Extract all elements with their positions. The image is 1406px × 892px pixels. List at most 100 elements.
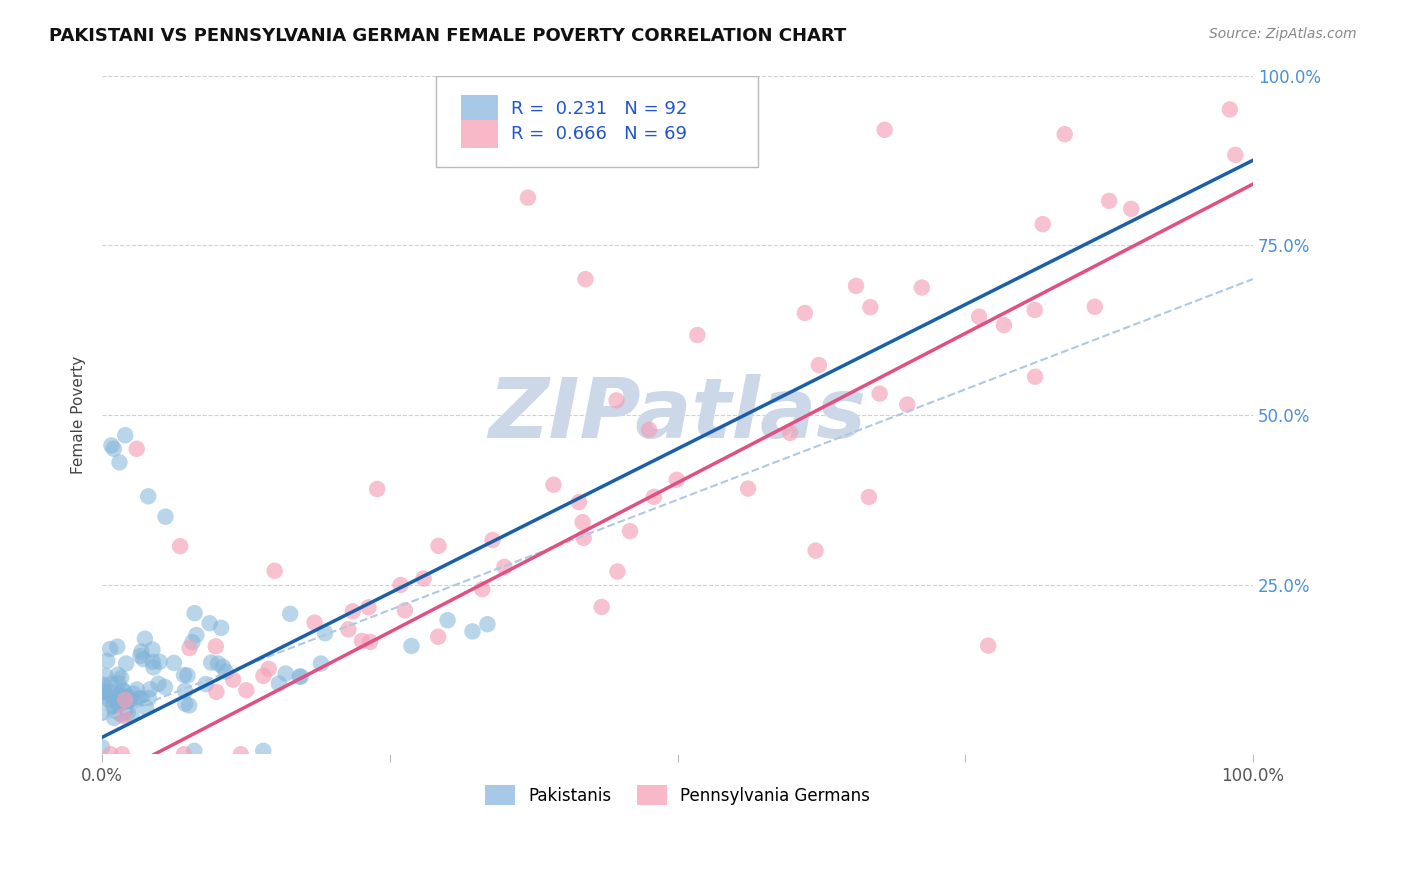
Point <box>179 698 201 713</box>
Point <box>1024 369 1046 384</box>
Point <box>135 700 157 714</box>
Point <box>205 685 228 699</box>
Point <box>793 306 815 320</box>
Point <box>103 711 125 725</box>
Point <box>568 495 591 509</box>
Point <box>134 632 156 646</box>
Point <box>215 665 238 679</box>
Point <box>101 699 124 714</box>
Point <box>100 438 122 452</box>
Point <box>107 667 129 681</box>
FancyBboxPatch shape <box>461 95 498 123</box>
Point <box>804 543 827 558</box>
Point <box>107 688 129 702</box>
Point <box>401 639 423 653</box>
Point <box>107 698 129 713</box>
Point <box>110 671 132 685</box>
Point <box>128 691 150 706</box>
Point <box>173 668 195 682</box>
Point <box>574 272 596 286</box>
Point <box>91 678 114 692</box>
Point <box>100 684 122 698</box>
Point <box>845 279 868 293</box>
Point <box>516 191 538 205</box>
Point <box>107 676 129 690</box>
Point <box>104 690 127 705</box>
Point <box>572 531 595 545</box>
Point <box>212 660 235 674</box>
Point <box>252 669 274 683</box>
Point <box>117 694 139 708</box>
Legend: Pakistanis, Pennsylvania Germans: Pakistanis, Pennsylvania Germans <box>477 777 879 814</box>
Point <box>122 694 145 708</box>
Point <box>571 515 593 529</box>
Point <box>125 442 148 456</box>
Point <box>174 697 197 711</box>
Point <box>112 684 135 698</box>
Point <box>471 582 494 596</box>
Point <box>111 707 134 722</box>
Point <box>114 693 136 707</box>
Point <box>131 691 153 706</box>
Point <box>314 626 336 640</box>
Point <box>148 677 170 691</box>
Point <box>207 657 229 671</box>
Point <box>1219 103 1241 117</box>
Point <box>1098 194 1121 208</box>
Point <box>110 689 132 703</box>
Point <box>98 642 121 657</box>
Point <box>129 648 152 663</box>
Point <box>274 666 297 681</box>
Point <box>122 687 145 701</box>
Point <box>606 565 628 579</box>
Point <box>359 635 381 649</box>
FancyBboxPatch shape <box>436 76 758 167</box>
Point <box>108 455 131 469</box>
Point <box>112 683 135 698</box>
Text: Source: ZipAtlas.com: Source: ZipAtlas.com <box>1209 27 1357 41</box>
Point <box>977 639 1000 653</box>
Point <box>183 744 205 758</box>
Point <box>606 393 628 408</box>
Point <box>869 386 891 401</box>
Point <box>337 623 360 637</box>
Point <box>105 640 128 654</box>
Point <box>115 657 138 671</box>
Point <box>176 668 198 682</box>
Point <box>436 613 458 627</box>
Point <box>643 490 665 504</box>
Point <box>174 683 197 698</box>
Point <box>114 428 136 442</box>
Point <box>103 442 125 456</box>
Point <box>235 683 257 698</box>
Point <box>1084 300 1107 314</box>
Y-axis label: Female Poverty: Female Poverty <box>72 356 86 474</box>
Point <box>229 747 252 762</box>
Point <box>1032 217 1054 231</box>
Point <box>155 509 177 524</box>
Point <box>100 747 122 762</box>
Point <box>110 698 132 713</box>
Point <box>94 689 117 703</box>
Point <box>366 482 388 496</box>
Point <box>103 694 125 708</box>
Point <box>153 680 176 694</box>
Point <box>179 640 201 655</box>
Point <box>222 673 245 687</box>
Point <box>638 423 661 437</box>
Point <box>142 655 165 669</box>
Point <box>94 669 117 683</box>
Point <box>142 660 165 674</box>
Point <box>173 747 195 762</box>
Point <box>186 628 208 642</box>
Point <box>91 740 114 755</box>
Point <box>858 490 880 504</box>
Point <box>131 644 153 658</box>
Point <box>350 634 373 648</box>
Point <box>110 707 132 722</box>
Point <box>807 358 830 372</box>
Point <box>93 684 115 698</box>
Point <box>169 539 191 553</box>
Point <box>309 657 332 671</box>
Point <box>100 676 122 690</box>
